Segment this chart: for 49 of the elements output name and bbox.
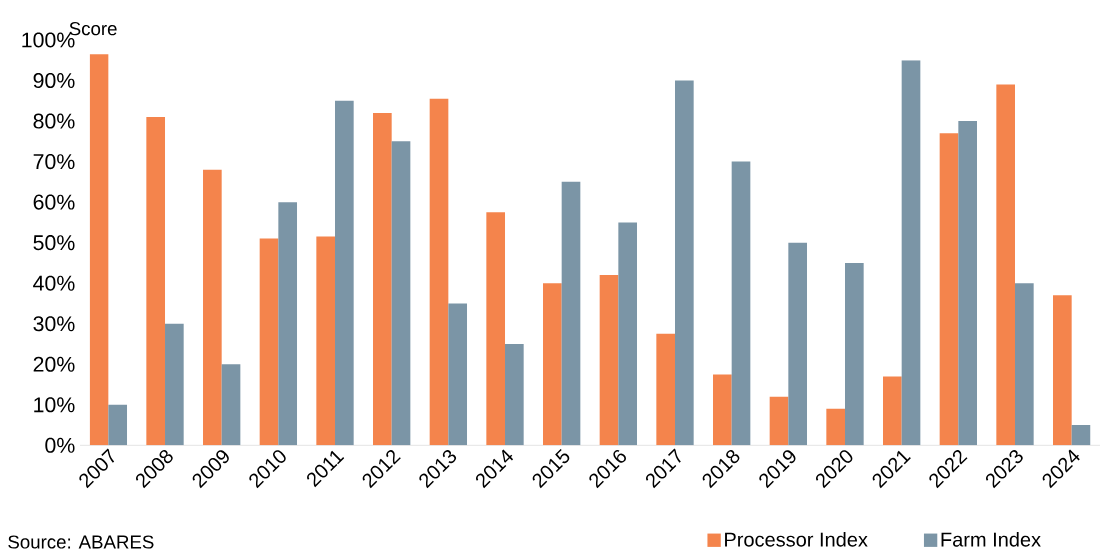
bar bbox=[599, 275, 619, 446]
bar bbox=[108, 404, 128, 446]
bar bbox=[1071, 425, 1091, 446]
bar bbox=[845, 262, 864, 446]
bar bbox=[731, 161, 751, 446]
bar bbox=[335, 100, 354, 446]
y-tick-label: 80% bbox=[33, 113, 75, 129]
bar bbox=[221, 364, 241, 446]
y-tick-label: 20% bbox=[33, 356, 75, 372]
bar bbox=[429, 98, 449, 446]
bar bbox=[316, 236, 336, 446]
bar bbox=[656, 333, 675, 446]
bar bbox=[939, 133, 959, 446]
bar bbox=[203, 169, 222, 446]
bar bbox=[543, 283, 562, 446]
bar bbox=[883, 376, 902, 446]
bar bbox=[958, 121, 977, 446]
bar bbox=[618, 222, 637, 446]
y-tick-label: 50% bbox=[33, 235, 75, 251]
bar bbox=[1015, 283, 1034, 446]
bar bbox=[165, 323, 184, 446]
bar bbox=[505, 343, 524, 446]
bar bbox=[1053, 295, 1072, 446]
bar bbox=[146, 117, 166, 446]
bar bbox=[826, 408, 846, 446]
bar bbox=[788, 242, 808, 446]
bar bbox=[769, 396, 789, 446]
bar bbox=[259, 238, 279, 446]
bar bbox=[89, 54, 109, 446]
bar bbox=[996, 84, 1015, 446]
bar bbox=[561, 181, 581, 446]
bar bbox=[675, 80, 694, 446]
bar bbox=[391, 141, 411, 446]
y-tick-label: 40% bbox=[33, 275, 75, 291]
y-tick-label: 0% bbox=[45, 437, 75, 453]
y-tick-label: 30% bbox=[33, 316, 75, 332]
bar bbox=[486, 212, 506, 446]
y-tick-label: 70% bbox=[33, 154, 75, 170]
bar bbox=[713, 374, 732, 446]
bar bbox=[373, 112, 392, 446]
bar bbox=[901, 60, 921, 446]
y-tick-label: 90% bbox=[33, 72, 75, 89]
y-tick-label: 60% bbox=[33, 194, 75, 210]
legend-label: Farm Index bbox=[941, 531, 1041, 547]
bar bbox=[448, 303, 468, 446]
bar bbox=[278, 202, 298, 446]
y-tick-label: 10% bbox=[34, 397, 75, 413]
legend-label: Processor Index bbox=[725, 531, 868, 547]
source-note: Source: ABARES bbox=[8, 535, 154, 549]
